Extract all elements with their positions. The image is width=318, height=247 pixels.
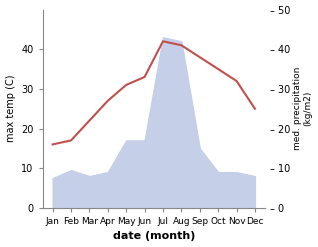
- X-axis label: date (month): date (month): [113, 231, 195, 242]
- Y-axis label: max temp (C): max temp (C): [5, 75, 16, 143]
- Y-axis label: med. precipitation
(kg/m2): med. precipitation (kg/m2): [293, 67, 313, 150]
